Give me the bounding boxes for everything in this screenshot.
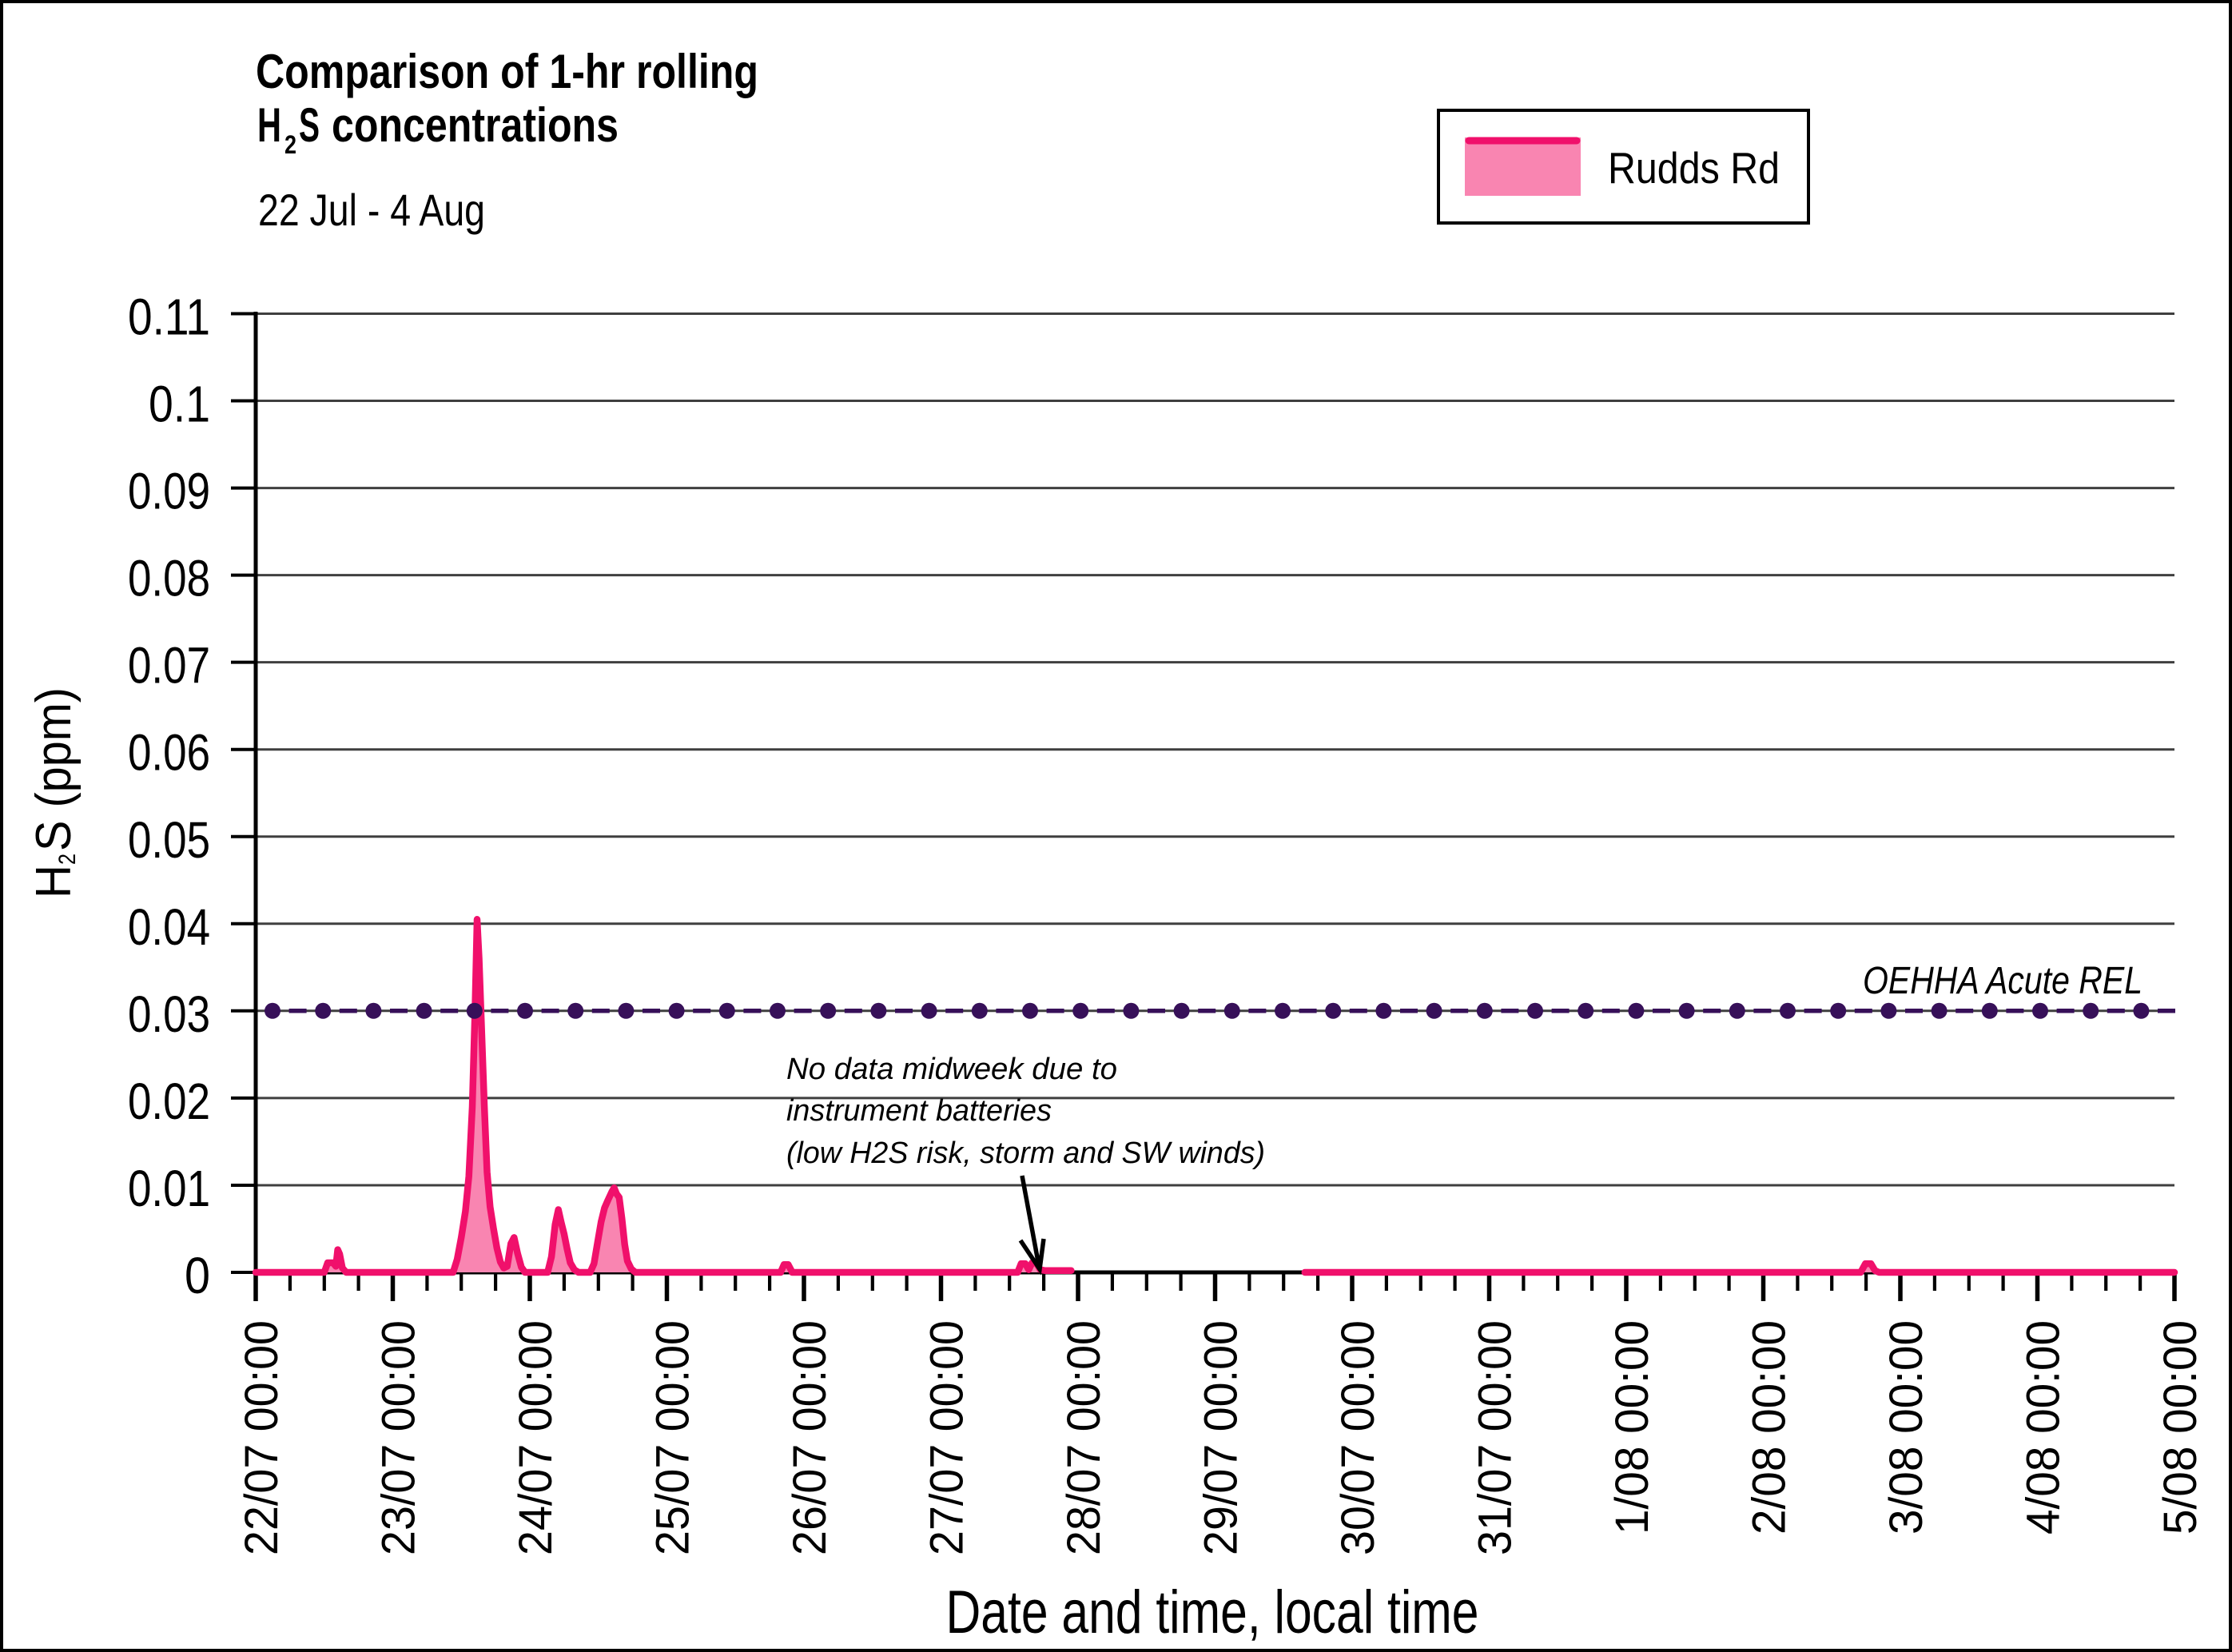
svg-text:22/07 00:00: 22/07 00:00 (236, 1320, 288, 1555)
svg-text:5/08 00:00: 5/08 00:00 (2154, 1320, 2206, 1535)
svg-text:S: S (299, 98, 320, 152)
svg-text:0.1: 0.1 (149, 376, 210, 433)
svg-text:26/07 00:00: 26/07 00:00 (784, 1320, 836, 1555)
svg-text:24/07 00:00: 24/07 00:00 (510, 1320, 562, 1555)
svg-text:No data midweek due to: No data midweek due to (786, 1053, 1117, 1086)
svg-text:30/07 00:00: 30/07 00:00 (1332, 1320, 1384, 1555)
svg-text:27/07 00:00: 27/07 00:00 (921, 1320, 973, 1555)
svg-text:0.01: 0.01 (128, 1160, 210, 1217)
svg-text:0.07: 0.07 (128, 637, 210, 695)
svg-text:0.09: 0.09 (128, 463, 210, 520)
svg-text:0: 0 (185, 1247, 210, 1304)
svg-text:0.03: 0.03 (128, 985, 210, 1043)
svg-text:0.11: 0.11 (128, 289, 210, 346)
svg-text:0.06: 0.06 (128, 724, 210, 782)
svg-text:1/08 00:00: 1/08 00:00 (1606, 1320, 1658, 1535)
svg-text:22 Jul - 4 Aug: 22 Jul - 4 Aug (258, 185, 485, 235)
svg-text:H: H (257, 98, 281, 152)
svg-text:(low H2S risk, storm and SW wi: (low H2S risk, storm and SW winds) (786, 1136, 1265, 1170)
svg-text:3/08 00:00: 3/08 00:00 (1880, 1320, 1932, 1535)
svg-text:2: 2 (54, 854, 81, 865)
svg-text:Date and time, local time: Date and time, local time (946, 1578, 1479, 1646)
svg-text:2/08 00:00: 2/08 00:00 (1744, 1320, 1796, 1535)
svg-text:0.02: 0.02 (128, 1073, 210, 1130)
svg-text:0.05: 0.05 (128, 811, 210, 869)
svg-text:instrument batteries: instrument batteries (786, 1094, 1052, 1128)
svg-text:4/08 00:00: 4/08 00:00 (2018, 1320, 2070, 1535)
svg-text:25/07 00:00: 25/07 00:00 (647, 1320, 699, 1555)
svg-text:OEHHA Acute REL: OEHHA Acute REL (1863, 960, 2142, 1002)
svg-text:concentrations: concentrations (332, 98, 619, 152)
svg-text:23/07 00:00: 23/07 00:00 (373, 1320, 425, 1555)
svg-text:Rudds Rd: Rudds Rd (1608, 143, 1780, 193)
svg-text:Comparison of 1-hr rolling: Comparison of 1-hr rolling (256, 45, 758, 98)
svg-text:29/07 00:00: 29/07 00:00 (1196, 1320, 1247, 1555)
svg-text:2: 2 (284, 130, 296, 159)
svg-text:0.08: 0.08 (128, 550, 210, 607)
svg-text:28/07 00:00: 28/07 00:00 (1058, 1320, 1110, 1555)
svg-text:H: H (26, 865, 82, 898)
svg-text:31/07 00:00: 31/07 00:00 (1470, 1320, 1522, 1555)
svg-text:S (ppm): S (ppm) (26, 687, 82, 851)
svg-text:0.04: 0.04 (128, 898, 210, 956)
